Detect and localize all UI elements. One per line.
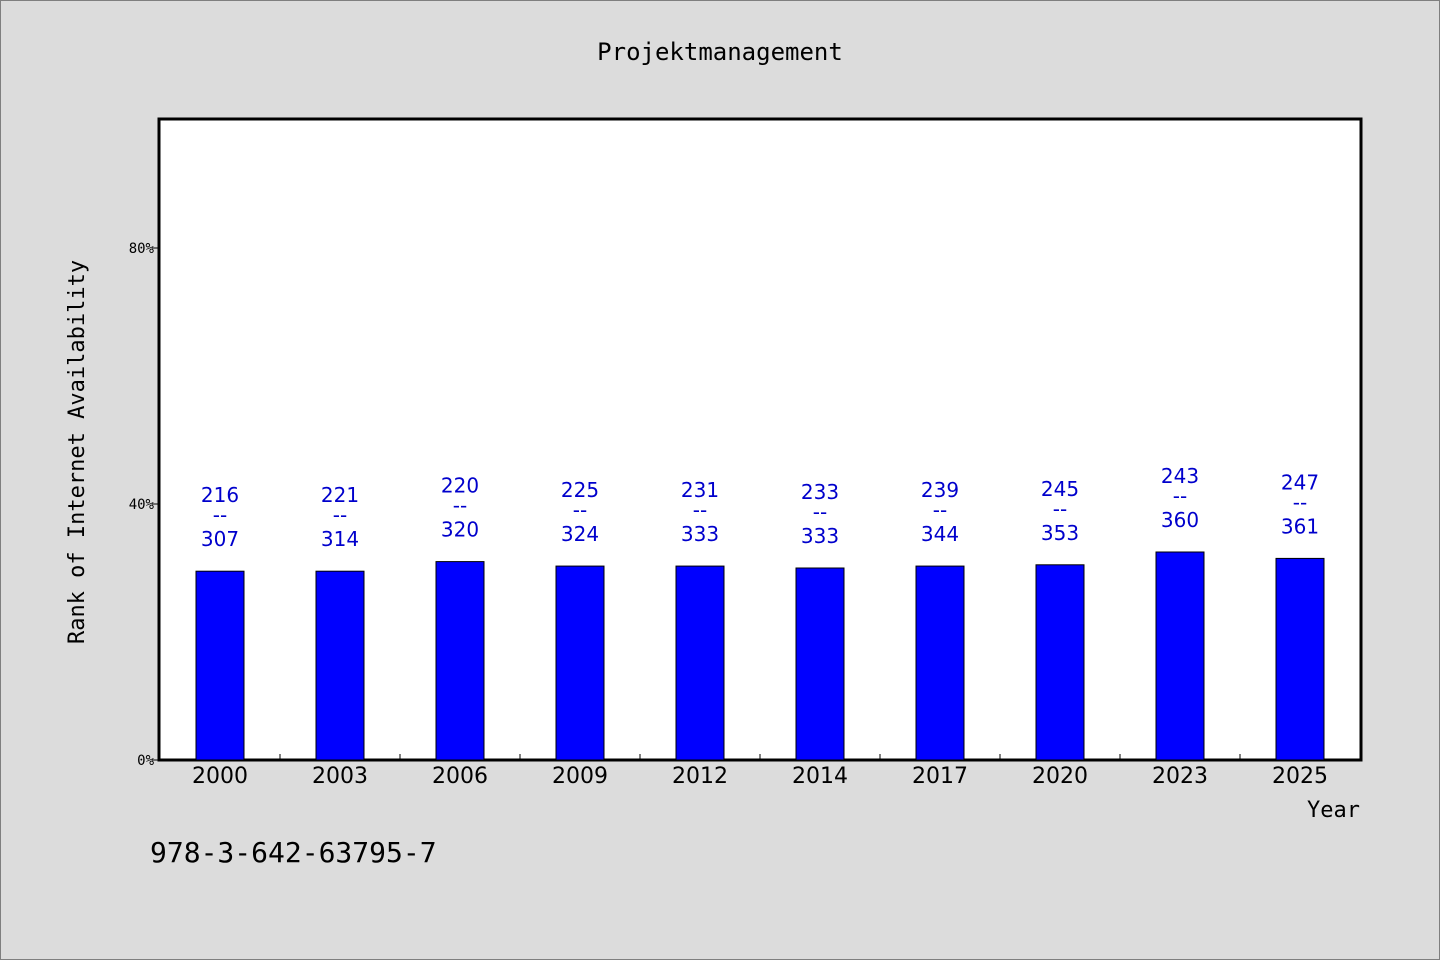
bar-label-separator: -- [453,494,467,518]
bar [1035,564,1085,761]
x-axis: 2000 2003 2006 2009 2012 2014 2017 2020 2023 2025 [192,754,1328,789]
bar-label-top: 221 [321,483,359,507]
bar [435,561,485,761]
x-tick-label: 2014 [792,764,848,789]
y-axis: 0% 40% 80% [129,241,160,769]
bar-label-bottom: 320 [441,518,479,542]
bar-label-separator: -- [693,498,707,522]
bar-label-bottom: 324 [561,522,599,546]
bar-label-bottom: 314 [321,527,359,551]
isbn-text: 978-3-642-63795-7 [150,836,437,869]
bar-label-top: 216 [201,483,239,507]
bar [915,565,965,761]
bar-label-separator: -- [813,500,827,524]
bar-label-top: 233 [801,480,839,504]
bar-label-top: 220 [441,474,479,498]
bar [795,567,845,761]
x-tick-label: 2006 [432,764,488,789]
bar-label-separator: -- [1053,497,1067,521]
bar-label-separator: -- [213,503,227,527]
bar [1155,551,1205,761]
bar-label-separator: -- [333,503,347,527]
bar-label-bottom: 360 [1161,508,1199,532]
y-tick-label: 0% [137,753,154,769]
x-axis-label: Year [1307,798,1360,823]
x-tick-label: 2012 [672,764,728,789]
bar [1275,557,1325,761]
bar-label-top: 245 [1041,477,1079,501]
bar-label-bottom: 344 [921,522,959,546]
x-tick-label: 2000 [192,764,248,789]
x-tick-label: 2020 [1032,764,1088,789]
bar-labels: 216--307221--314220--320225--324231--333… [201,464,1319,551]
bar-label-bottom: 307 [201,527,239,551]
bar [315,570,365,761]
x-tick-label: 2025 [1272,764,1328,789]
bar-label-top: 243 [1161,464,1199,488]
bar-label-top: 239 [921,478,959,502]
bar-label-separator: -- [1293,490,1307,514]
bar [195,570,245,761]
bar-label-bottom: 353 [1041,521,1079,545]
x-tick-label: 2017 [912,764,968,789]
y-tick-label: 80% [129,241,155,257]
bar [675,565,725,761]
bar [555,565,605,761]
bar-label-bottom: 333 [681,522,719,546]
bar-label-separator: -- [573,498,587,522]
bar-label-bottom: 361 [1281,514,1319,538]
bar-label-separator: -- [933,498,947,522]
bar-label-bottom: 333 [801,524,839,548]
chart-title: Projektmanagement [597,38,843,66]
bar-label-separator: -- [1173,484,1187,508]
x-tick-label: 2003 [312,764,368,789]
bar-label-top: 247 [1281,470,1319,494]
bars [195,551,1325,761]
x-tick-label: 2023 [1152,764,1208,789]
bar-label-top: 225 [561,478,599,502]
y-tick-label: 40% [129,497,155,513]
x-tick-label: 2009 [552,764,608,789]
bar-label-top: 231 [681,478,719,502]
y-axis-label: Rank of Internet Availability [65,260,90,644]
